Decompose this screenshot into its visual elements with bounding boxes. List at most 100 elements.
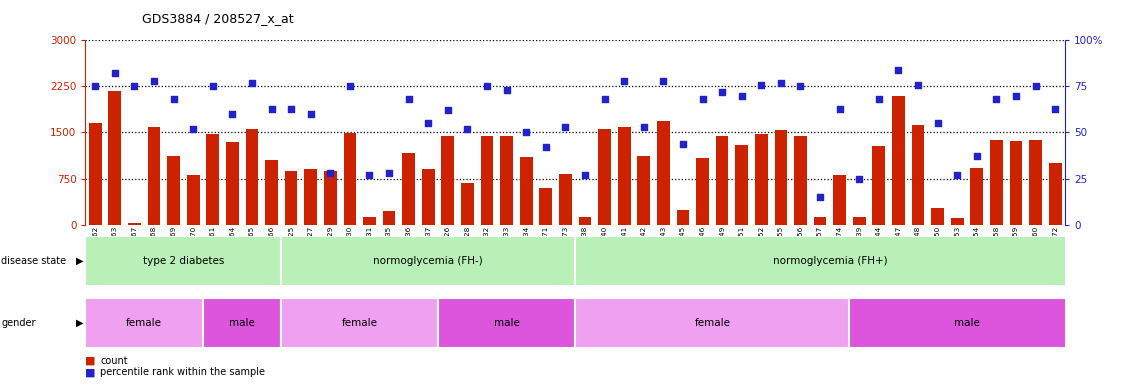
Point [419,120,437,126]
Bar [872,146,885,225]
Bar [519,157,533,225]
Text: type 2 diabetes: type 2 diabetes [142,256,224,266]
Point [968,153,986,159]
Text: female: female [342,318,378,328]
Point [556,124,574,130]
Bar [1049,163,1062,225]
Point [870,96,888,103]
Text: count: count [100,356,128,366]
Point [792,83,810,89]
Bar [540,188,552,225]
Bar [128,223,141,225]
Point [223,111,241,117]
Text: ▶: ▶ [76,318,84,328]
Point [517,129,535,136]
Bar [990,140,1002,225]
Point [125,83,144,89]
Bar [363,217,376,225]
Text: percentile rank within the sample: percentile rank within the sample [100,367,265,377]
Bar [304,169,317,225]
Point [674,141,693,147]
Bar [461,183,474,225]
Text: disease state: disease state [1,256,66,266]
Bar [850,298,1084,348]
Point [106,70,124,76]
Bar [853,217,866,225]
Point [713,89,731,95]
Text: female: female [126,318,162,328]
Bar [951,218,964,225]
Bar [226,142,239,225]
Text: gender: gender [1,318,35,328]
Bar [246,129,259,225]
Bar [85,298,203,348]
Point [576,172,595,178]
Bar [617,127,631,225]
Bar [579,217,591,225]
Bar [794,136,806,225]
Point [439,107,457,113]
Point [185,126,203,132]
Bar [108,91,121,225]
Bar [148,127,161,225]
Point [890,67,908,73]
Bar [970,167,983,225]
Bar [323,171,337,225]
Bar [481,136,493,225]
Text: GDS3884 / 208527_x_at: GDS3884 / 208527_x_at [142,12,294,25]
Point [811,194,829,200]
Text: ▶: ▶ [76,256,84,266]
Point [928,120,947,126]
Bar [715,136,729,225]
Text: male: male [954,318,980,328]
Bar [439,298,575,348]
Point [262,106,280,112]
Bar [1009,141,1023,225]
Bar [736,145,748,225]
Point [596,96,614,103]
Point [498,87,516,93]
Point [400,96,418,103]
Text: female: female [695,318,730,328]
Point [164,96,182,103]
Bar [167,156,180,225]
Point [478,83,497,89]
Point [458,126,476,132]
Bar [265,160,278,225]
Bar [285,170,297,225]
Bar [932,208,944,225]
Point [772,79,790,86]
Point [850,175,868,182]
Bar [911,125,925,225]
Point [1026,83,1044,89]
Bar [575,236,1084,286]
Text: ■: ■ [85,367,96,377]
Point [615,78,633,84]
Bar [657,121,670,225]
Text: male: male [229,318,255,328]
Bar [206,134,219,225]
Bar [775,130,787,225]
Point [341,83,359,89]
Bar [89,123,101,225]
Bar [834,175,846,225]
Point [282,106,301,112]
Point [948,172,966,178]
Point [694,96,712,103]
Point [752,81,770,88]
Bar [677,210,689,225]
Bar [383,210,395,225]
Point [360,172,378,178]
Point [732,93,751,99]
Bar [696,158,708,225]
Bar [638,156,650,225]
Point [302,111,320,117]
Bar [344,133,357,225]
Point [1046,106,1064,112]
Text: ■: ■ [85,356,96,366]
Point [243,79,261,86]
Point [634,124,653,130]
Bar [755,134,768,225]
Bar [442,136,454,225]
Bar [402,153,415,225]
